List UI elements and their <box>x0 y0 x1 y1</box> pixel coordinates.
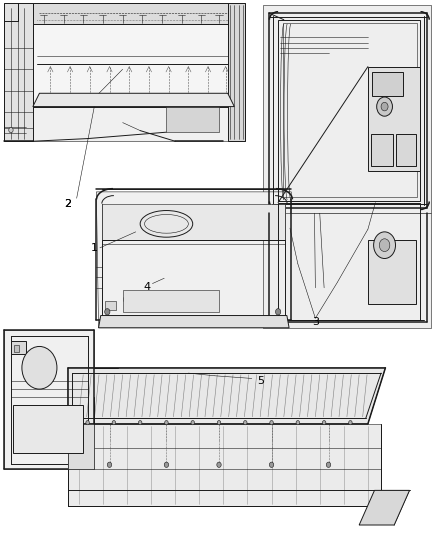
Polygon shape <box>359 490 410 525</box>
Polygon shape <box>68 368 385 424</box>
Text: 5: 5 <box>257 376 264 386</box>
Polygon shape <box>4 3 245 141</box>
Polygon shape <box>228 3 245 141</box>
Circle shape <box>377 97 392 116</box>
Circle shape <box>269 462 274 467</box>
Circle shape <box>322 421 326 425</box>
Circle shape <box>22 346 57 389</box>
Circle shape <box>326 462 331 467</box>
Polygon shape <box>166 107 219 132</box>
Circle shape <box>276 309 281 315</box>
Text: float: float <box>68 203 71 204</box>
Text: 2: 2 <box>64 199 71 208</box>
Polygon shape <box>4 330 94 469</box>
Circle shape <box>296 421 300 425</box>
Circle shape <box>381 102 388 111</box>
Polygon shape <box>33 24 234 107</box>
Circle shape <box>86 421 89 425</box>
Polygon shape <box>263 213 431 328</box>
Bar <box>371 134 393 166</box>
Circle shape <box>105 309 110 315</box>
Text: 2: 2 <box>64 199 71 208</box>
Bar <box>105 301 116 310</box>
Circle shape <box>244 421 247 425</box>
Circle shape <box>217 462 221 467</box>
Bar <box>123 290 219 312</box>
Circle shape <box>138 421 142 425</box>
Circle shape <box>165 421 168 425</box>
Text: 4: 4 <box>143 282 150 292</box>
Polygon shape <box>96 192 291 328</box>
Polygon shape <box>263 5 431 213</box>
Circle shape <box>217 421 221 425</box>
Bar <box>372 72 403 96</box>
Polygon shape <box>33 3 237 24</box>
Circle shape <box>9 127 13 133</box>
Circle shape <box>349 421 352 425</box>
Bar <box>368 240 416 304</box>
Polygon shape <box>33 93 234 107</box>
Text: 3: 3 <box>312 318 319 327</box>
Polygon shape <box>368 67 420 171</box>
Bar <box>14 345 19 352</box>
Bar <box>13 405 83 453</box>
Circle shape <box>112 421 116 425</box>
Polygon shape <box>102 204 285 240</box>
Text: 1: 1 <box>91 243 98 253</box>
Circle shape <box>270 421 273 425</box>
Circle shape <box>379 239 390 252</box>
Polygon shape <box>68 424 381 506</box>
Polygon shape <box>4 3 33 141</box>
Bar <box>11 341 26 354</box>
Bar <box>396 134 416 166</box>
Circle shape <box>107 462 112 467</box>
Polygon shape <box>68 424 94 469</box>
Circle shape <box>191 421 194 425</box>
Polygon shape <box>99 316 289 328</box>
Circle shape <box>374 232 396 259</box>
Circle shape <box>164 462 169 467</box>
